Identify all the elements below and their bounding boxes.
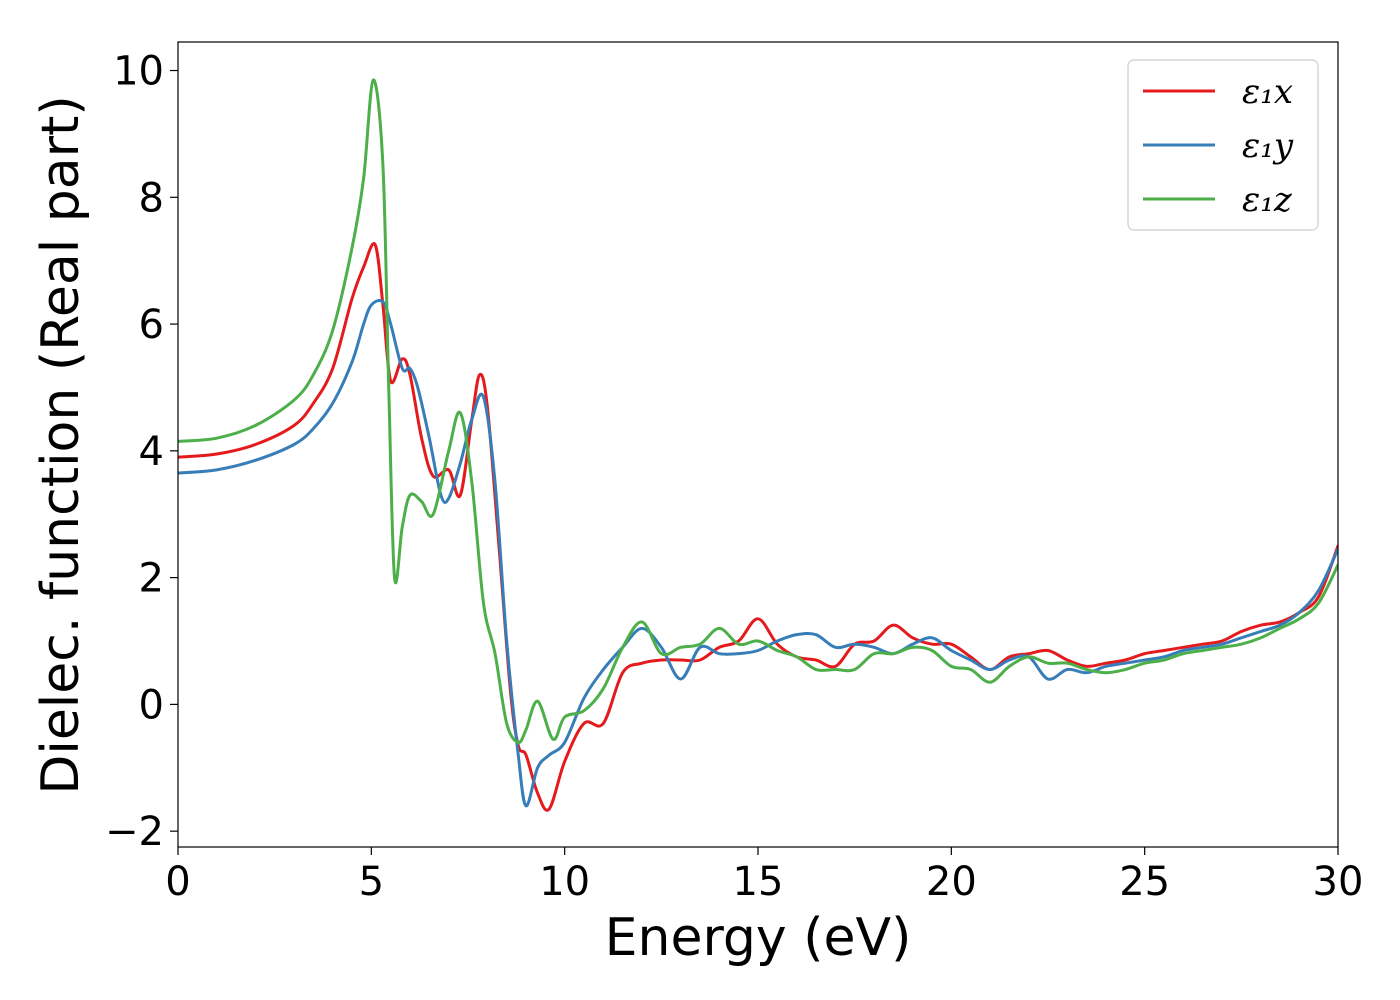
legend-box xyxy=(1127,59,1319,231)
series-line-2 xyxy=(178,299,1338,808)
y-tick-label: 2 xyxy=(139,556,164,602)
y-axis-ticks: −2 0 2 4 6 8 10 xyxy=(105,49,178,855)
y-tick-label: 6 xyxy=(139,302,164,348)
x-tick-label: 20 xyxy=(926,859,977,905)
legend-label-3: ε₁z xyxy=(1242,180,1293,220)
y-tick-label: 8 xyxy=(139,175,164,221)
legend-label-1: ε₁x xyxy=(1242,72,1293,112)
x-axis-label: Energy (eV) xyxy=(605,908,912,968)
y-tick-label: −2 xyxy=(105,809,164,855)
x-axis-ticks: 0 5 10 15 20 25 30 xyxy=(165,847,1363,905)
x-tick-label: 15 xyxy=(733,859,784,905)
x-tick-label: 30 xyxy=(1313,859,1364,905)
legend: ε₁x ε₁y ε₁z xyxy=(1127,59,1319,231)
series-line-3 xyxy=(178,78,1338,744)
x-tick-label: 10 xyxy=(539,859,590,905)
x-tick-label: 5 xyxy=(359,859,384,905)
y-tick-label: 4 xyxy=(139,429,164,475)
x-tick-label: 0 xyxy=(165,859,190,905)
y-tick-label: 10 xyxy=(113,49,164,95)
y-tick-label: 0 xyxy=(139,682,164,728)
x-tick-label: 25 xyxy=(1119,859,1170,905)
y-axis-label: Dielec. function (Real part) xyxy=(31,95,91,794)
series-layer xyxy=(178,78,1338,812)
legend-label-2: ε₁y xyxy=(1242,126,1294,166)
series-line-1 xyxy=(178,242,1338,812)
